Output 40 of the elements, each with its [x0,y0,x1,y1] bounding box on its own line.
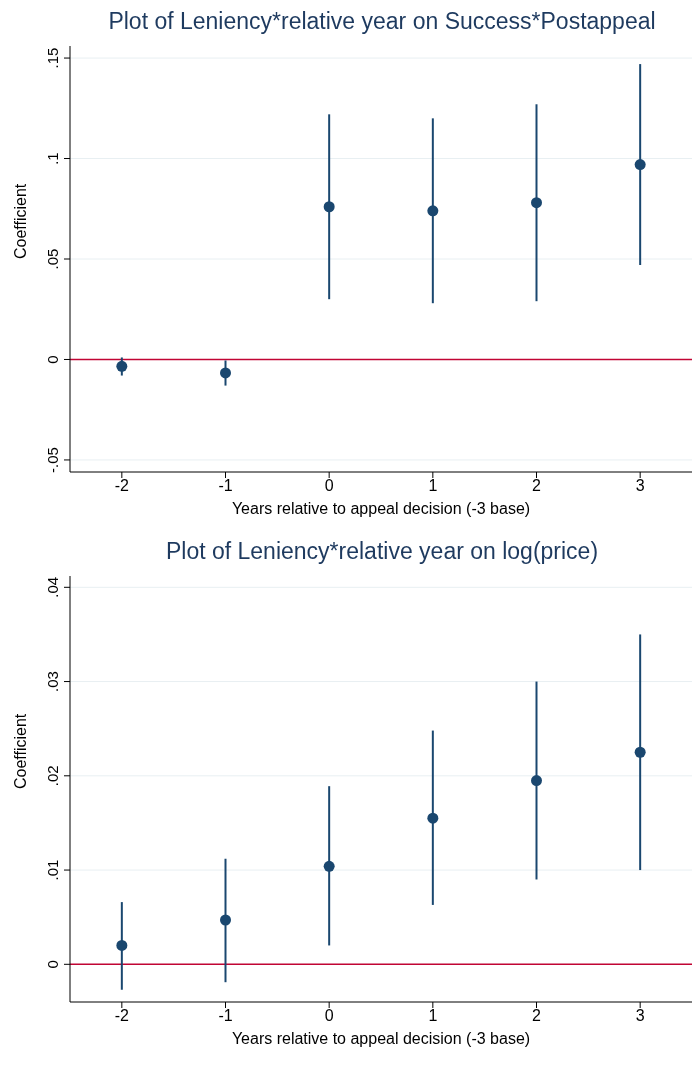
y-tick-label: .01 [44,859,61,881]
x-tick-label: 2 [532,1007,542,1025]
point [634,159,646,171]
x-tick-label: -2 [114,1007,130,1025]
y-tick-label: 0 [44,960,61,969]
x-tick-label: 0 [324,1007,334,1025]
chart-title: Plot of Leniency*relative year on Success*Postappeal [107,8,657,36]
y-tick-label: .03 [44,671,61,692]
x-tick-label: -1 [218,477,233,495]
y-tick-label: .15 [44,47,61,69]
point [116,939,128,951]
y-tick-label: 0 [44,355,61,364]
x-tick-label: 3 [635,1007,645,1025]
point [323,860,335,872]
y-tick-label: .02 [44,765,61,787]
point [427,205,439,217]
y-tick-label: .04 [44,576,61,598]
point [634,746,646,758]
point [220,367,231,379]
point [220,914,231,926]
y-axis-title: Coefficient [11,713,29,789]
x-tick-label: 1 [428,477,438,495]
point [427,812,439,824]
chart-title: Plot of Leniency*relative year on log(price) [164,538,600,566]
y-axis-title: Coefficient [11,183,29,259]
x-tick-label: 0 [324,477,334,495]
x-tick-label: -2 [114,477,130,495]
point [531,775,542,787]
y-tick-label: -.05 [44,447,61,473]
point [116,360,128,372]
y-tick-label: .1 [44,152,61,165]
x-tick-label: 1 [428,1007,438,1025]
x-axis-title: Years relative to appeal decision (-3 base) [231,500,531,517]
point [531,197,542,209]
x-axis-title: Years relative to appeal decision (-3 base) [231,1030,531,1047]
x-tick-label: -1 [218,1007,233,1025]
point [323,201,335,213]
x-tick-label: 3 [635,477,645,495]
y-tick-label: .05 [44,248,61,270]
x-tick-label: 2 [532,477,542,495]
